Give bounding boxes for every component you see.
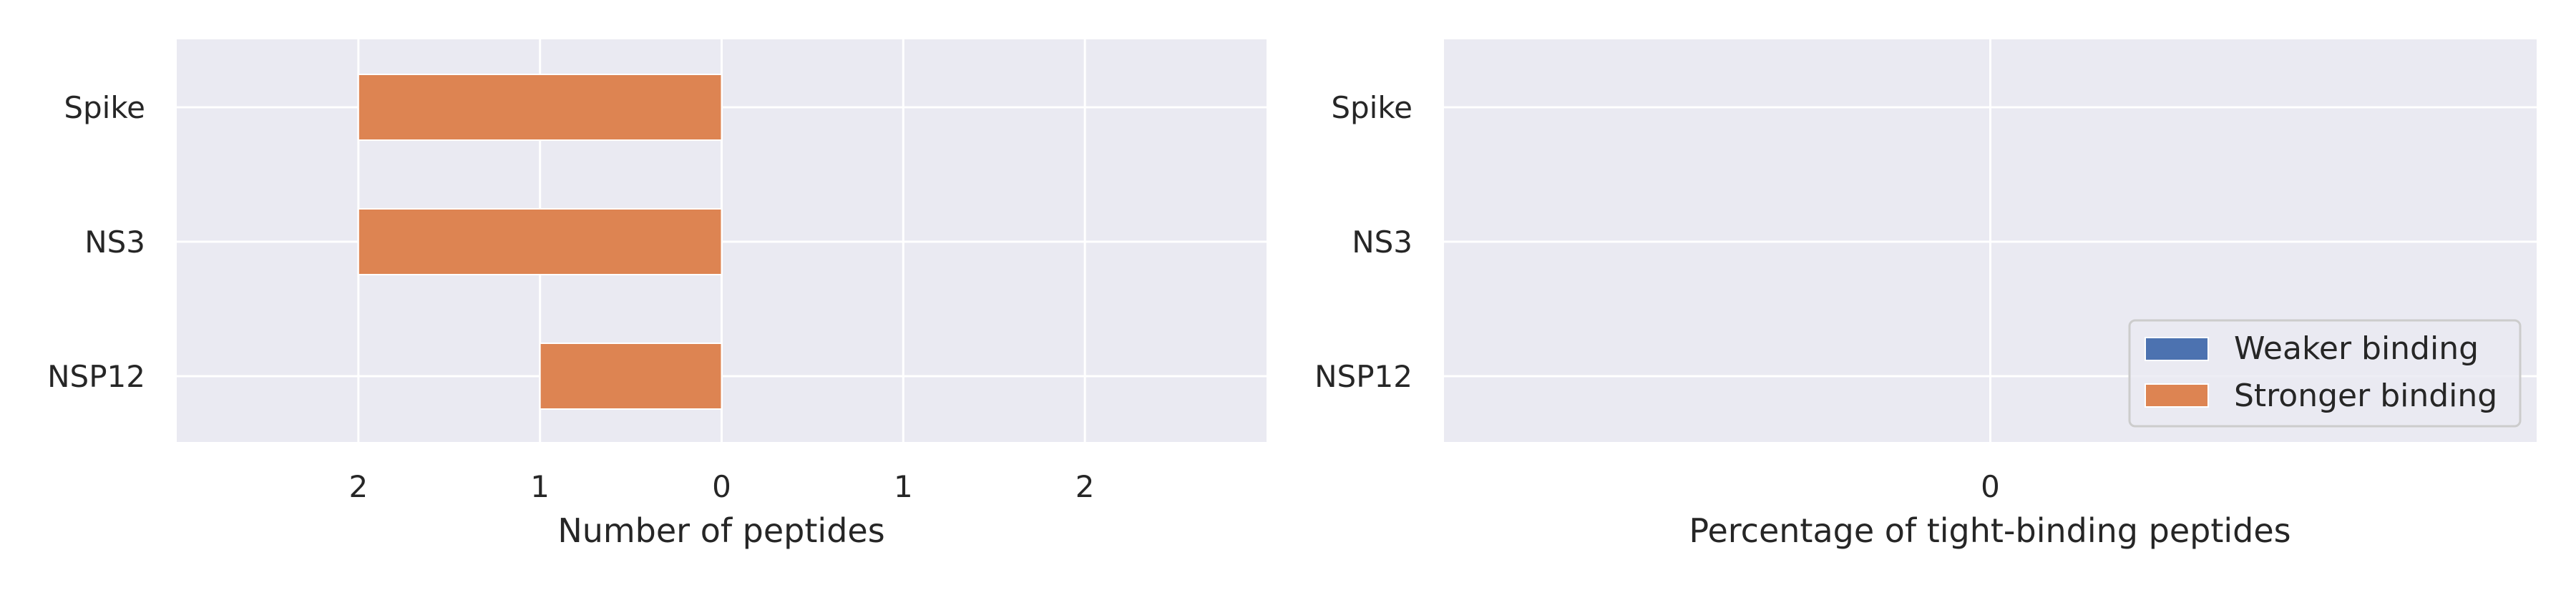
left-x-tick-label: 2 (1075, 469, 1095, 504)
bar-stronger-ns3 (357, 208, 723, 275)
left-x-tick-label: 1 (894, 469, 913, 504)
right-y-tick-label: Spike (1331, 90, 1413, 125)
right-x-tick-label: 0 (1981, 469, 2000, 504)
legend-swatch-stronger (2145, 383, 2209, 408)
left-y-tick-label: Spike (64, 90, 145, 125)
left-x-tick-label: 2 (348, 469, 368, 504)
right-x-axis-label: Percentage of tight-binding peptides (1689, 511, 2290, 550)
left-y-tick-label: NS3 (84, 225, 145, 260)
right-y-tick-label: NS3 (1352, 225, 1413, 260)
legend-swatch-weaker (2145, 337, 2209, 361)
right-y-tick-labels: Spike NS3 NSP12 (1314, 90, 1413, 394)
left-x-axis-label: Number of peptides (557, 511, 884, 550)
left-bars (357, 74, 723, 410)
right-y-tick-label: NSP12 (1314, 359, 1413, 394)
legend: Weaker binding Stronger binding (2128, 319, 2522, 428)
left-x-tick-labels: 2 1 0 1 2 (348, 469, 1094, 504)
left-y-tick-label: NSP12 (47, 359, 145, 394)
bar-stronger-spike (357, 74, 723, 141)
right-panel: Spike NS3 NSP12 0 Percentage of tight-bind… (1314, 39, 2537, 550)
left-x-tick-label: 1 (530, 469, 550, 504)
left-y-tick-labels: Spike NS3 NSP12 (47, 90, 145, 394)
legend-label-weaker: Weaker binding (2234, 330, 2479, 367)
bar-stronger-nsp12 (539, 343, 723, 410)
right-x-tick-labels: 0 (1981, 469, 2000, 504)
left-panel: Spike NS3 NSP12 2 1 0 1 2 Number of peptides (47, 39, 1267, 550)
legend-frame (2128, 319, 2522, 428)
legend-label-stronger: Stronger binding (2234, 378, 2497, 414)
left-x-tick-label: 0 (712, 469, 731, 504)
